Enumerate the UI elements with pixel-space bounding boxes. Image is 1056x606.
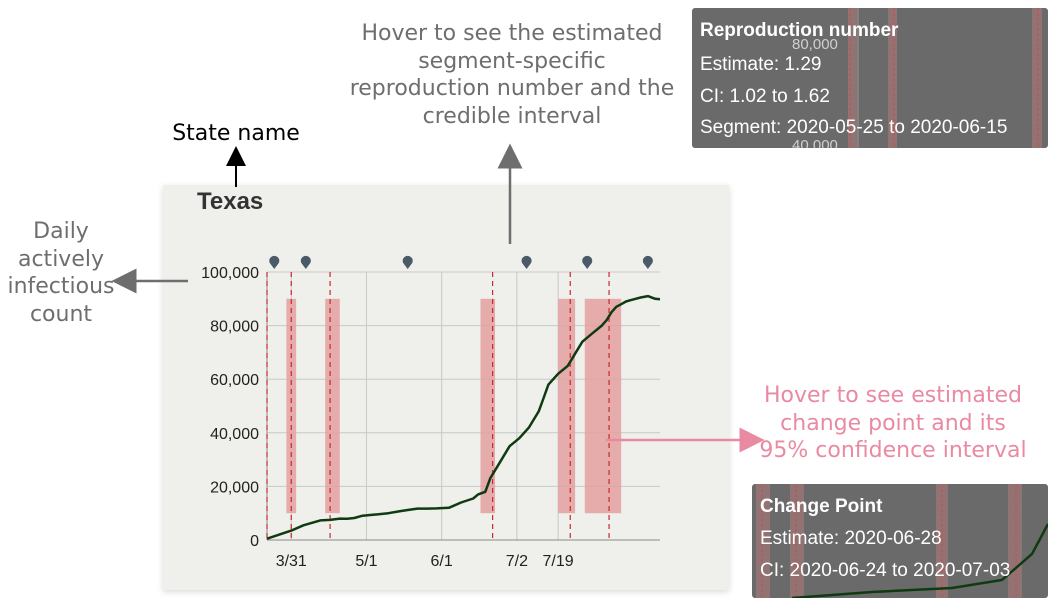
reproduction-tooltip-estimate: Estimate: 1.29 (700, 54, 822, 75)
bg-tick-80000: 80,000 (792, 36, 838, 53)
bg-band (1032, 8, 1042, 148)
y-tick-label: 0 (250, 533, 259, 550)
hover-segment-line-3: reproduction number and the (349, 76, 675, 101)
segment-marker[interactable] (642, 255, 653, 269)
bg-band (756, 484, 770, 598)
daily-count-line-2: actively (17, 246, 104, 272)
daily-count-line-4: count (29, 301, 93, 327)
bg-band (1008, 484, 1022, 598)
active-infectious-line (266, 294, 661, 540)
y-tick-label: 100,000 (201, 265, 259, 282)
reproduction-tooltip-segment: Segment: 2020-05-25 to 2020-06-15 (700, 117, 1008, 138)
hover-segment-line-1: Hover to see the estimated (361, 21, 663, 46)
chart-panel (163, 185, 729, 590)
hover-change-line-1: Hover to see estimated (764, 383, 1022, 408)
segment-marker-layer (269, 255, 653, 269)
daily-count-line-3: infectious (7, 274, 115, 299)
bg-band (888, 8, 897, 148)
bg-line (791, 523, 1048, 598)
hover-segment-annotation: Hover to see the estimated segment-speci… (332, 20, 692, 130)
reproduction-tooltip-title: Reproduction number (700, 20, 899, 41)
change-point-tooltip-title: Change Point (760, 496, 883, 517)
confidence-band[interactable] (584, 298, 622, 514)
segment-marker[interactable] (582, 255, 593, 269)
x-tick-label: 7/19 (543, 553, 574, 570)
y-tick-label: 40,000 (210, 426, 259, 443)
y-tick-label: 60,000 (210, 372, 259, 389)
hover-change-line-2: change point and its (780, 410, 1006, 436)
x-tick-label: 3/31 (276, 553, 307, 570)
x-tick-label: 6/1 (431, 553, 453, 570)
hover-change-line-3: 95% confidence interval (759, 438, 1027, 463)
chart-title: Texas (197, 188, 264, 215)
state-name-annotation: State name (172, 121, 300, 146)
confidence-band[interactable] (480, 298, 496, 514)
segment-marker[interactable] (402, 255, 413, 269)
confidence-band-layer (286, 298, 622, 514)
tooltip-background-chart (756, 484, 1048, 598)
daily-count-line-1: Daily (33, 219, 89, 244)
reproduction-tooltip-ci: CI: 1.02 to 1.62 (700, 86, 830, 107)
y-tick-label: 80,000 (210, 319, 259, 336)
bg-band (790, 484, 804, 598)
x-tick-label: 7/2 (506, 553, 528, 570)
daily-count-annotation: Daily actively infectious count (0, 218, 122, 328)
change-point-tooltip-ci: CI: 2020-06-24 to 2020-07-03 (760, 560, 1011, 581)
hover-segment-line-4: credible interval (422, 103, 602, 129)
annotation-arrow-layer (111, 143, 765, 453)
segment-marker[interactable] (269, 255, 280, 269)
confidence-band[interactable] (325, 298, 340, 514)
change-point-tooltip: Change Point Estimate: 2020-06-28 CI: 20… (752, 484, 1048, 598)
reproduction-tooltip: 80,000 40,000 Reproduction number Estima… (692, 8, 1048, 148)
tooltip-background-chart (848, 8, 1042, 148)
confidence-band[interactable] (286, 298, 297, 514)
x-tick-label: 5/1 (355, 553, 377, 570)
confidence-band[interactable] (558, 298, 576, 514)
segment-marker[interactable] (300, 255, 311, 269)
bg-band (848, 8, 857, 148)
hover-segment-line-2: segment-specific (418, 48, 606, 74)
y-tick-label: 20,000 (210, 479, 259, 496)
tick-label-layer: 0 20,000 40,000 60,000 80,000 100,000 3/31 5/1 6… (201, 265, 574, 570)
segment-marker[interactable] (521, 255, 532, 269)
series-line-layer (266, 294, 661, 540)
hover-change-annotation: Hover to see estimated change point and … (738, 382, 1048, 465)
change-point-tooltip-estimate: Estimate: 2020-06-28 (760, 528, 942, 549)
bg-tick-40000: 40,000 (792, 140, 838, 148)
